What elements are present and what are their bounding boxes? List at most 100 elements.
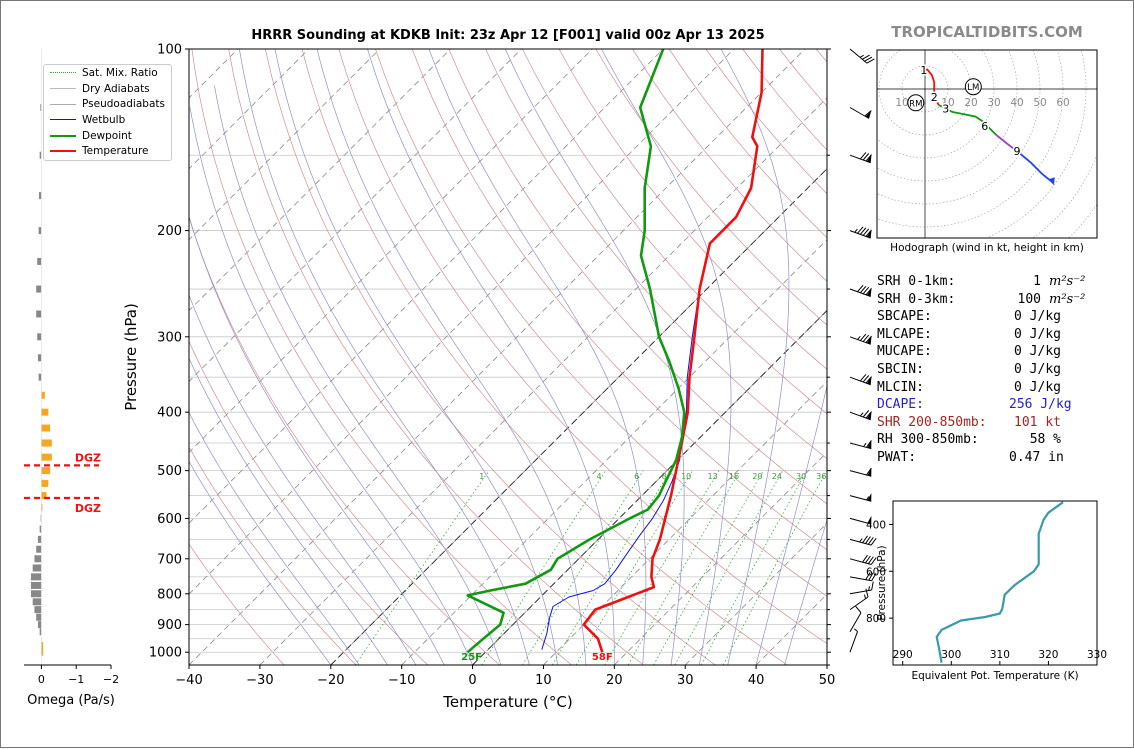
storm-motion-label: RM [909, 99, 922, 109]
wind-barb [850, 148, 873, 163]
theta-x-axis-label: Equivalent Pot. Temperature (K) [911, 670, 1078, 682]
parameter-value: 0.47 in [1009, 449, 1061, 467]
hodo-ring-label: 60 [1056, 97, 1069, 109]
omega-bar [39, 227, 42, 234]
wind-barb [850, 101, 873, 119]
parameter-row: SHR 200-850mb:101 kt [877, 414, 1097, 432]
parameter-row: MLCAPE:0 J/kg [877, 326, 1097, 344]
x-tick-label: −10 [388, 673, 415, 688]
parameter-label: SRH 0-3km: [877, 291, 1001, 309]
hodo-height-label: 6 [981, 120, 988, 133]
hodo-height-label: 9 [1014, 145, 1021, 158]
pseudoadiabat [168, 128, 444, 665]
omega-bar [41, 392, 44, 399]
parameter-row: MLCIN:0 J/kg [877, 379, 1097, 397]
legend-item: Temperature [44, 143, 171, 159]
omega-bar [39, 374, 42, 381]
wind-barb [850, 223, 873, 238]
hodograph-caption: Hodograph (wind in kt, height in km) [877, 242, 1097, 254]
theta-x-tick-label: 320 [1038, 649, 1058, 661]
parameter-row: SBCAPE:0 J/kg [877, 308, 1097, 326]
parameter-value: 101 kt [1009, 414, 1061, 432]
wind-barb [850, 370, 873, 385]
parameter-value: 0 J/kg [1009, 326, 1061, 344]
pseudoadiabat [239, 49, 529, 665]
mixing-ratio-label: 13 [708, 472, 718, 481]
mixing-ratio-label: 30 [796, 472, 806, 481]
parameter-row: RH 300-850mb:58 % [877, 431, 1097, 449]
parameter-label: SBCIN: [877, 361, 1009, 379]
dry-adiabat [265, 49, 715, 665]
omega-bar [34, 555, 41, 562]
dgz-label: DGZ [75, 451, 101, 464]
dry-adiabat [192, 49, 572, 665]
omega-bar [36, 286, 41, 293]
omega-tick-label: −1 [68, 673, 84, 686]
parameter-label: SHR 200-850mb: [877, 414, 1009, 432]
x-tick-label: 50 [819, 673, 836, 688]
mixing-ratio-label: 20 [752, 472, 762, 481]
wind-barb [843, 606, 862, 632]
mixing-ratio-label: 4 [597, 472, 602, 481]
omega-bar [41, 425, 50, 432]
parameter-row: SBCIN:0 J/kg [877, 361, 1097, 379]
omega-bar [41, 440, 51, 447]
legend-swatch [50, 119, 76, 120]
y-tick-label: 400 [157, 406, 182, 421]
wind-barb [850, 488, 873, 501]
omega-bar [37, 258, 41, 265]
isotherm-line [118, 49, 734, 665]
omega-bar [33, 598, 42, 605]
parameter-label: MLCIN: [877, 379, 1009, 397]
dry-adiabat [155, 49, 500, 665]
parameter-value: 0 J/kg [1009, 308, 1061, 326]
legend-item: Pseudoadiabats [44, 96, 171, 112]
wind-barb [850, 532, 876, 546]
surface-temp-label: 58F [592, 652, 613, 663]
theta-y-axis-label: Pressure (hPa) [876, 545, 888, 620]
omega-bar [41, 480, 48, 487]
legend-label: Dry Adiabats [82, 83, 150, 95]
surface-dewpoint-label: 25F [461, 652, 482, 663]
parameter-value: 58 % [1009, 431, 1061, 449]
pseudoadiabat [275, 49, 558, 665]
x-tick-label: −20 [317, 673, 344, 688]
omega-bar [38, 536, 41, 543]
parameter-label: PWAT: [877, 449, 1009, 467]
legend-label: Temperature [82, 145, 149, 157]
parameter-value: 0 J/kg [1009, 379, 1061, 397]
hodo-ring-label: 40 [1010, 97, 1023, 109]
storm-motion-label: LM [967, 83, 979, 93]
legend-label: Pseudoadiabats [82, 98, 165, 110]
wind-barb [850, 551, 876, 565]
wind-barb [850, 405, 873, 420]
hodo-height-label: 3 [942, 103, 949, 116]
mixing-ratio-label: 10 [681, 472, 691, 481]
mixing-ratio-label: 6 [634, 472, 639, 481]
pseudoadiabat [190, 108, 473, 666]
y-tick-label: 700 [157, 552, 182, 567]
legend-swatch [50, 104, 76, 105]
parameter-label: SRH 0-1km: [877, 273, 1001, 291]
theta-x-tick-label: 330 [1087, 649, 1107, 661]
y-tick-label: 300 [157, 330, 182, 345]
legend-item: Dry Adiabats [44, 81, 171, 97]
wind-barb [846, 629, 858, 652]
parameter-row: DCAPE:256 J/kg [877, 396, 1097, 414]
hodo-height-label: 2 [931, 91, 938, 104]
theta-y-tick-label: 400 [866, 519, 886, 531]
x-axis-label: Temperature (°C) [442, 693, 572, 711]
pseudoadiabat [148, 146, 416, 665]
omega-bar [33, 564, 42, 571]
mixing-ratio-label: 1 [479, 472, 484, 481]
theta-x-tick-label: 300 [941, 649, 961, 661]
omega-bar [31, 582, 41, 589]
theta-x-tick-label: 290 [893, 649, 913, 661]
legend-swatch [50, 135, 76, 137]
mixing-ratio-line [522, 471, 643, 665]
x-tick-label: 0 [468, 673, 476, 688]
y-tick-label: 900 [157, 618, 182, 633]
